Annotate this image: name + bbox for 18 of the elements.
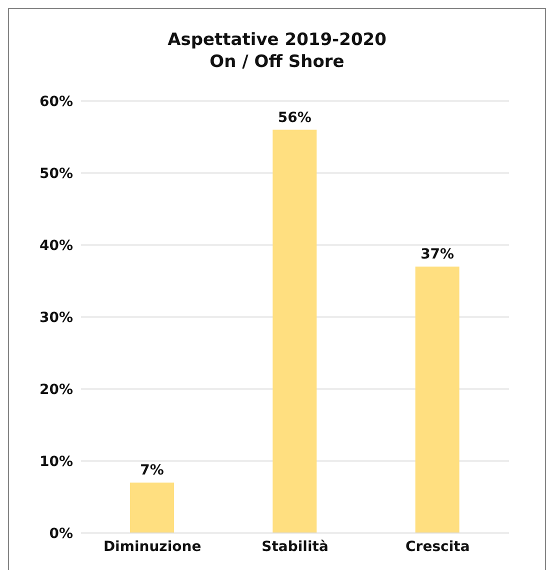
y-tick-label: 10% [39, 454, 73, 470]
bar [415, 266, 460, 533]
x-tick-label: Diminuzione [103, 538, 202, 555]
data-label: 7% [140, 462, 164, 479]
data-label: 37% [420, 246, 454, 263]
x-tick-label: Stabilità [262, 538, 328, 555]
y-tick-label: 40% [39, 238, 73, 254]
chart-title: Aspettative 2019-2020 [166, 29, 388, 51]
y-tick-label: 60% [39, 94, 73, 110]
bar [130, 482, 174, 533]
chart-subtitle: On / Off Shore [208, 51, 346, 73]
bar [272, 130, 317, 533]
data-label: 56% [278, 110, 312, 126]
y-tick-label: 50% [39, 166, 73, 182]
y-tick-label: 20% [39, 382, 73, 398]
y-tick-label: 0% [49, 526, 73, 542]
x-tick-label: Crescita [406, 538, 470, 555]
y-tick-label: 30% [39, 310, 73, 326]
